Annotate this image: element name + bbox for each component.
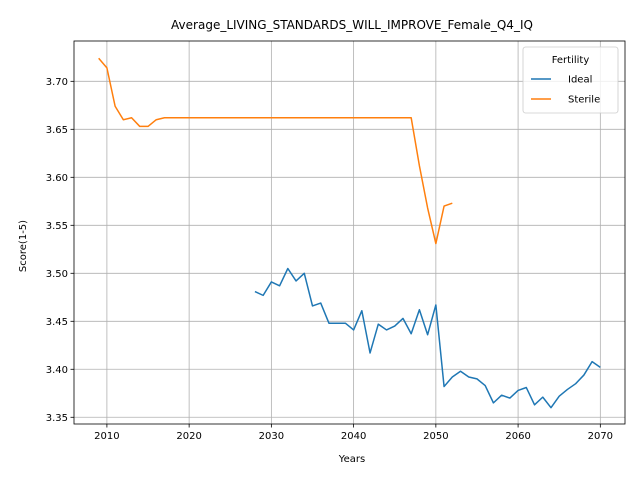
- x-tick-label: 2020: [176, 431, 201, 442]
- y-tick-label: 3.55: [46, 221, 68, 232]
- legend-box: [522, 46, 619, 114]
- series-line-sterile: [98, 57, 453, 245]
- y-tick-label: 3.70: [46, 77, 68, 88]
- x-tick-label: 2070: [588, 431, 613, 442]
- plot-frame: [73, 40, 626, 425]
- x-tick-label: 2040: [341, 431, 366, 442]
- x-tick-label: 2030: [259, 431, 284, 442]
- x-tick-label: 2050: [423, 431, 448, 442]
- series-line-ideal: [254, 267, 601, 409]
- y-tick-label: 3.60: [46, 173, 68, 184]
- legend-title: Fertility: [552, 55, 590, 66]
- x-axis: 2010 2020 2030 2040 2050 2060 2070: [94, 424, 613, 442]
- y-tick-label: 3.45: [46, 317, 68, 328]
- y-axis-label: Score(1-5): [18, 220, 29, 272]
- grid-lines: [74, 41, 625, 424]
- y-tick-label: 3.35: [46, 413, 68, 424]
- x-tick-label: 2060: [505, 431, 530, 442]
- chart-title: Average_LIVING_STANDARDS_WILL_IMPROVE_Fe…: [171, 18, 533, 32]
- legend-label-ideal: Ideal: [568, 75, 592, 86]
- y-tick-label: 3.50: [46, 269, 68, 280]
- legend: Fertility Ideal Sterile: [522, 46, 619, 114]
- y-tick-label: 3.65: [46, 125, 68, 136]
- y-axis: 3.35 3.40 3.45 3.50 3.55 3.60 3.65 3.70: [46, 77, 74, 424]
- y-tick-label: 3.40: [46, 365, 68, 376]
- x-axis-label: Years: [338, 454, 365, 465]
- legend-label-sterile: Sterile: [568, 95, 600, 106]
- x-tick-label: 2010: [94, 431, 119, 442]
- series-lines: [98, 57, 601, 409]
